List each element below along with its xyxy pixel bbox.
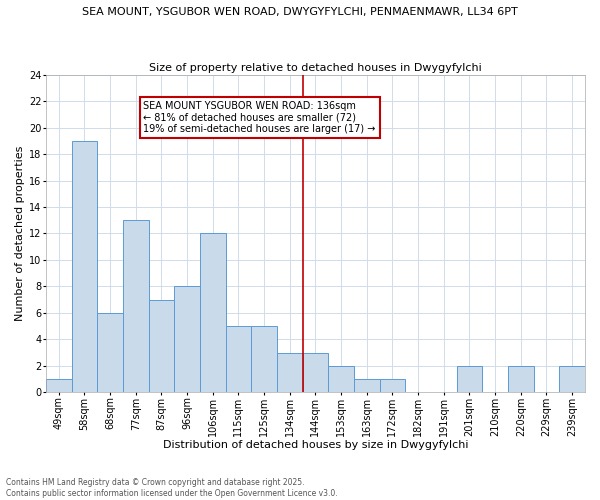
Bar (457, 366, 482, 392)
Bar (559, 366, 585, 392)
Bar (46, 379, 71, 392)
Bar (508, 366, 533, 392)
Bar (354, 379, 380, 392)
Bar (226, 326, 251, 392)
Bar (71, 141, 97, 393)
Bar (149, 300, 174, 392)
Text: SEA MOUNT, YSGUBOR WEN ROAD, DWYGYFYLCHI, PENMAENMAWR, LL34 6PT: SEA MOUNT, YSGUBOR WEN ROAD, DWYGYFYLCHI… (82, 8, 518, 18)
Bar (328, 366, 354, 392)
Text: Contains HM Land Registry data © Crown copyright and database right 2025.
Contai: Contains HM Land Registry data © Crown c… (6, 478, 338, 498)
Bar (123, 220, 149, 392)
Text: SEA MOUNT YSGUBOR WEN ROAD: 136sqm
← 81% of detached houses are smaller (72)
19%: SEA MOUNT YSGUBOR WEN ROAD: 136sqm ← 81%… (143, 101, 376, 134)
Bar (277, 352, 302, 393)
Bar (174, 286, 200, 393)
Bar (97, 313, 123, 392)
Y-axis label: Number of detached properties: Number of detached properties (15, 146, 25, 321)
Bar (251, 326, 277, 392)
Bar (302, 352, 328, 393)
X-axis label: Distribution of detached houses by size in Dwygyfylchi: Distribution of detached houses by size … (163, 440, 468, 450)
Bar (380, 379, 405, 392)
Title: Size of property relative to detached houses in Dwygyfylchi: Size of property relative to detached ho… (149, 62, 482, 72)
Bar (200, 234, 226, 392)
